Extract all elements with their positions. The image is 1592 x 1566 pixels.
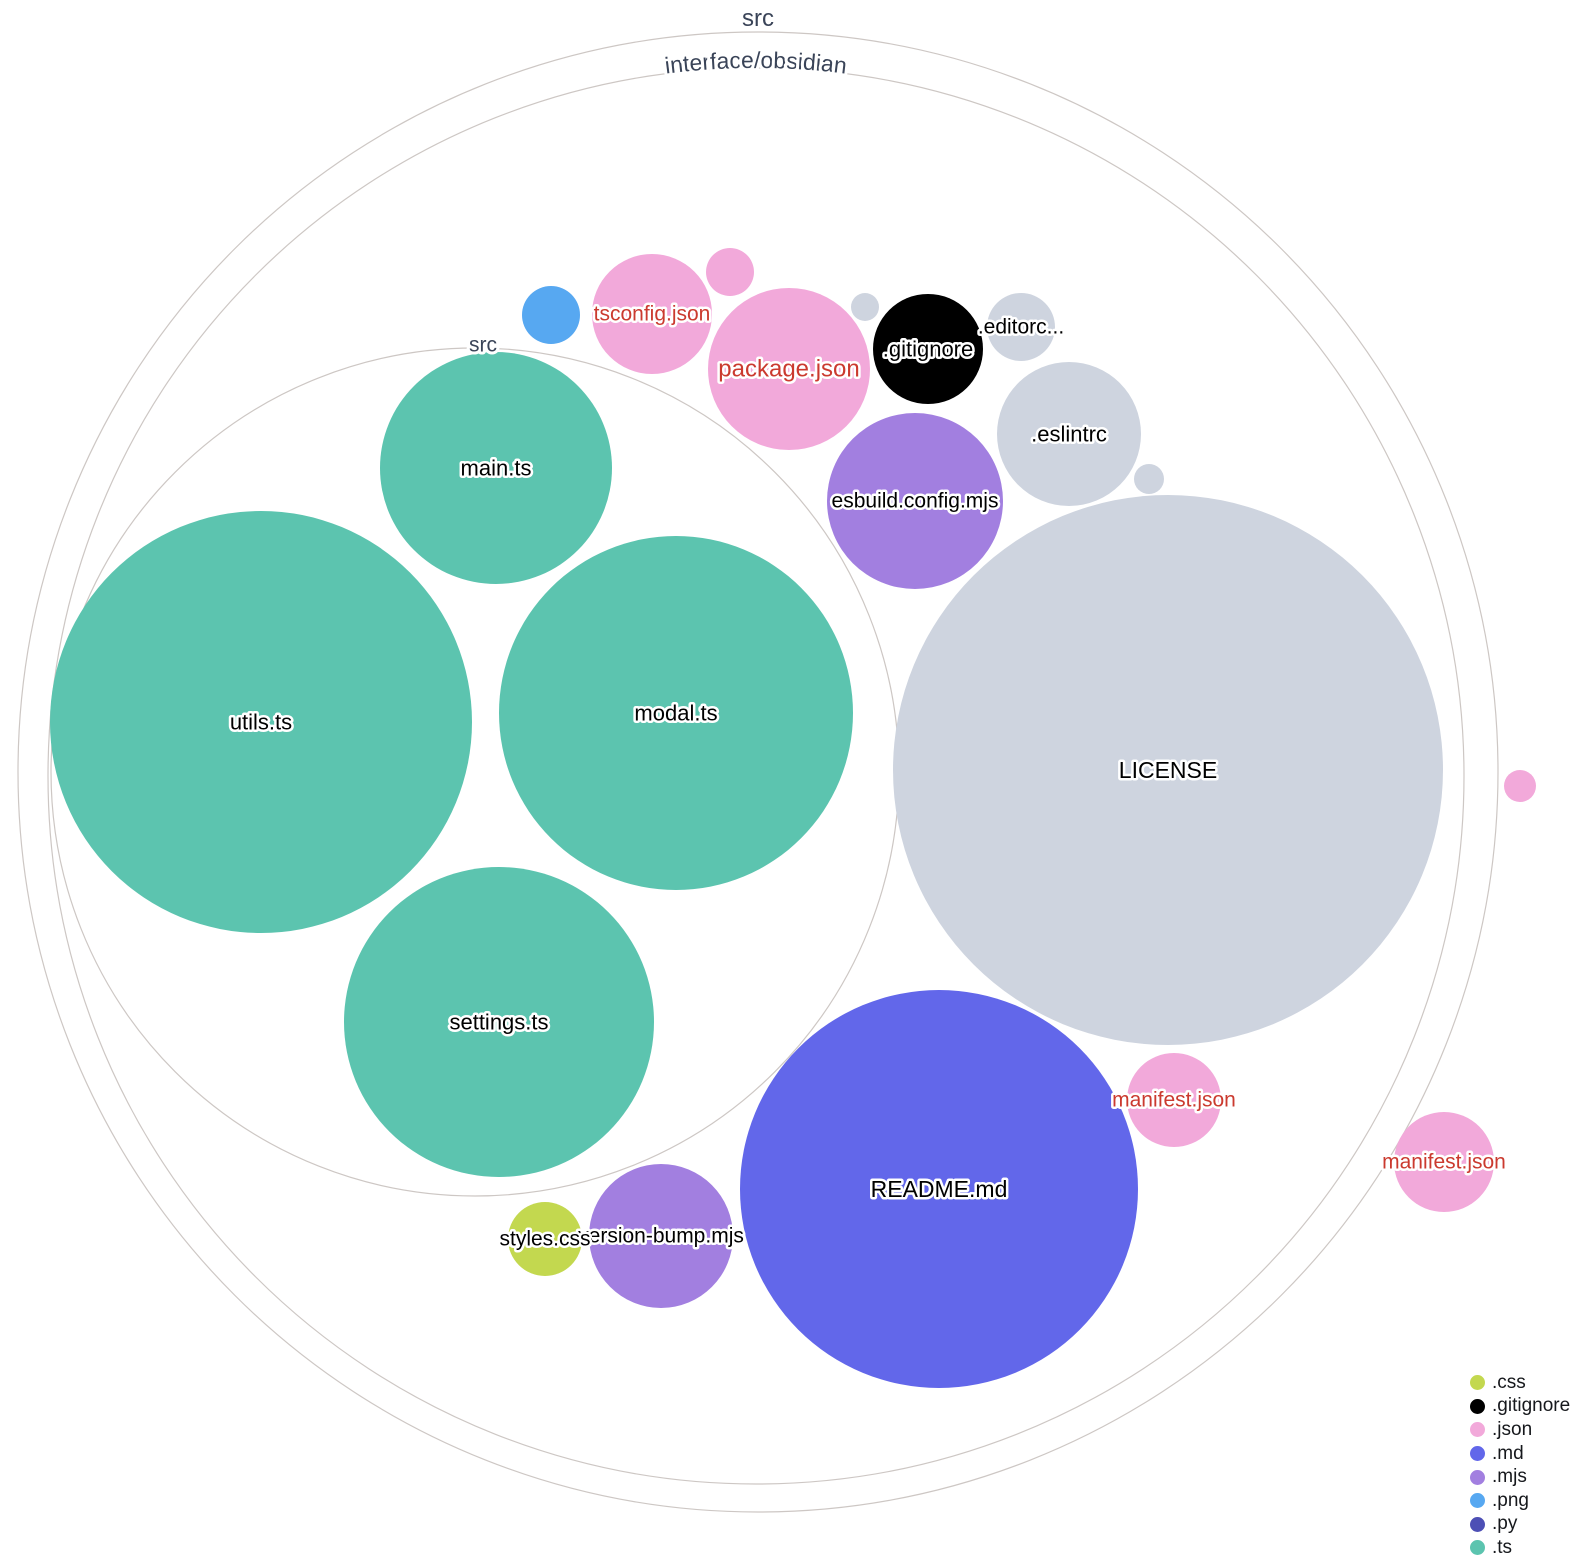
folder-circle-root [17, 31, 1499, 1513]
file-bubble-editorconfig[interactable] [987, 293, 1055, 361]
file-label-LICENSE: LICENSE [1119, 757, 1217, 783]
legend-dot-css-icon [1470, 1375, 1485, 1391]
file-bubble-esbuild.config.mjs[interactable] [827, 413, 1003, 589]
folder-circle-repo [47, 67, 1465, 1485]
file-bubble-gitignore[interactable] [873, 294, 983, 404]
file-bubble-json-dot-top[interactable] [706, 248, 754, 296]
file-label-eslintrc: .eslintrc [1031, 422, 1107, 447]
legend-label: .gitignore [1492, 1395, 1571, 1417]
file-label-manifest.json: manifest.json [1112, 1089, 1236, 1112]
legend-item-css: .css [1470, 1371, 1570, 1395]
legend-item-ts: .ts [1470, 1536, 1570, 1560]
file-bubble-json-dot-right[interactable] [1504, 770, 1536, 802]
file-label-manifest.json-out: manifest.json [1382, 1151, 1506, 1174]
file-label-utils.ts: utils.ts [230, 710, 292, 735]
folder-label-src: src [469, 334, 497, 357]
legend-item-json: .json [1470, 1418, 1570, 1442]
file-bubble-LICENSE[interactable] [893, 495, 1443, 1045]
file-label-README.md: README.md [871, 1176, 1008, 1202]
legend-label: .ts [1492, 1536, 1513, 1558]
repo-name-text: interface/obsidian [660, 44, 851, 82]
file-bubble-main.ts[interactable] [380, 352, 612, 584]
repo-name-curved-label: interface/obsidian [663, 47, 848, 79]
legend-label: .json [1492, 1418, 1533, 1440]
file-label-tsconfig.json: tsconfig.json [594, 303, 711, 326]
legend-item-py: .py [1470, 1513, 1570, 1537]
file-label-version-bump.mjs: version-bump.mjs [578, 1225, 744, 1248]
file-label-settings.ts: settings.ts [449, 1010, 548, 1035]
legend-dot-png-icon [1470, 1493, 1485, 1509]
legend-dot-gitignore-icon [1470, 1398, 1485, 1414]
file-bubble-utils.ts[interactable] [50, 511, 472, 933]
file-label-styles.css: styles.css [499, 1228, 590, 1251]
file-label-gitignore: .gitignore [883, 337, 974, 362]
file-bubble-README.md[interactable] [740, 990, 1138, 1388]
legend-label: .mjs [1492, 1466, 1527, 1488]
file-bubble-eslintrc[interactable] [997, 362, 1141, 506]
legend-dot-mjs-icon [1470, 1469, 1485, 1485]
legend-dot-json-icon [1470, 1422, 1485, 1438]
file-label-modal.ts: modal.ts [634, 701, 717, 726]
legend-dot-ts-icon [1470, 1540, 1485, 1556]
legend-dot-py-icon [1470, 1516, 1485, 1532]
legend-label: .css [1492, 1371, 1526, 1393]
legend-label: .py [1492, 1513, 1518, 1535]
legend-item-png: .png [1470, 1489, 1570, 1513]
file-bubble-tsconfig.json[interactable] [592, 254, 712, 374]
file-bubble-png-file[interactable] [522, 286, 580, 344]
file-bubble-misc-dot-2[interactable] [1134, 464, 1164, 494]
legend-label: .md [1492, 1442, 1524, 1464]
file-bubble-manifest.json-out[interactable] [1394, 1112, 1494, 1212]
file-bubble-styles.css[interactable] [508, 1202, 582, 1276]
file-bubble-manifest.json[interactable] [1127, 1053, 1221, 1147]
file-bubble-misc-dot-1[interactable] [851, 293, 879, 321]
file-bubble-modal.ts[interactable] [499, 536, 853, 890]
file-label-package.json: package.json [718, 356, 859, 383]
root-folder-label: src [742, 5, 774, 32]
file-bubble-package.json[interactable] [708, 288, 870, 450]
legend-item-gitignore: .gitignore [1470, 1395, 1570, 1419]
file-label-main.ts: main.ts [461, 456, 532, 481]
legend-item-mjs: .mjs [1470, 1465, 1570, 1489]
file-bubble-settings.ts[interactable] [344, 867, 654, 1177]
extension-color-legend: .css .gitignore .json .md .mjs .png .py .ts [1470, 1371, 1570, 1560]
file-label-esbuild.config.mjs: esbuild.config.mjs [832, 490, 999, 513]
legend-dot-md-icon [1470, 1446, 1485, 1462]
file-label-editorconfig: .editorc... [978, 316, 1064, 339]
file-bubble-version-bump.mjs[interactable] [589, 1164, 733, 1308]
legend-item-md: .md [1470, 1442, 1570, 1466]
file-labels: src main.ts utils.ts modal.ts settings.ts tsc… [227, 300, 1508, 1253]
legend-label: .png [1492, 1489, 1529, 1511]
file-bubbles [50, 248, 1536, 1388]
